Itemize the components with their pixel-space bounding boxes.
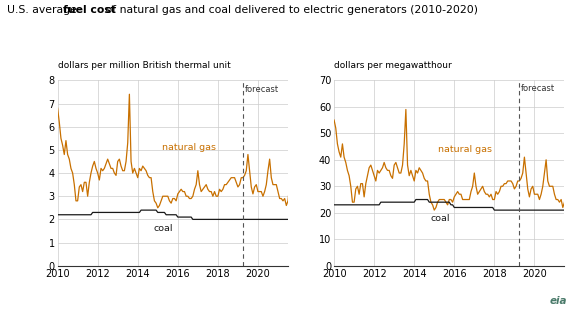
- Text: natural gas: natural gas: [438, 145, 492, 154]
- Text: forecast: forecast: [521, 84, 555, 93]
- Text: dollars per million British thermal unit: dollars per million British thermal unit: [58, 61, 230, 70]
- Text: fuel cost: fuel cost: [63, 5, 116, 15]
- Text: coal: coal: [154, 224, 173, 233]
- Text: dollars per megawatthour: dollars per megawatthour: [334, 61, 452, 70]
- Text: eia: eia: [550, 296, 567, 306]
- Text: natural gas: natural gas: [162, 143, 216, 152]
- Text: coal: coal: [430, 214, 450, 223]
- Text: U.S. average: U.S. average: [7, 5, 80, 15]
- Text: of natural gas and coal delivered to electric generators (2010-2020): of natural gas and coal delivered to ele…: [101, 5, 478, 15]
- Text: forecast: forecast: [245, 85, 279, 94]
